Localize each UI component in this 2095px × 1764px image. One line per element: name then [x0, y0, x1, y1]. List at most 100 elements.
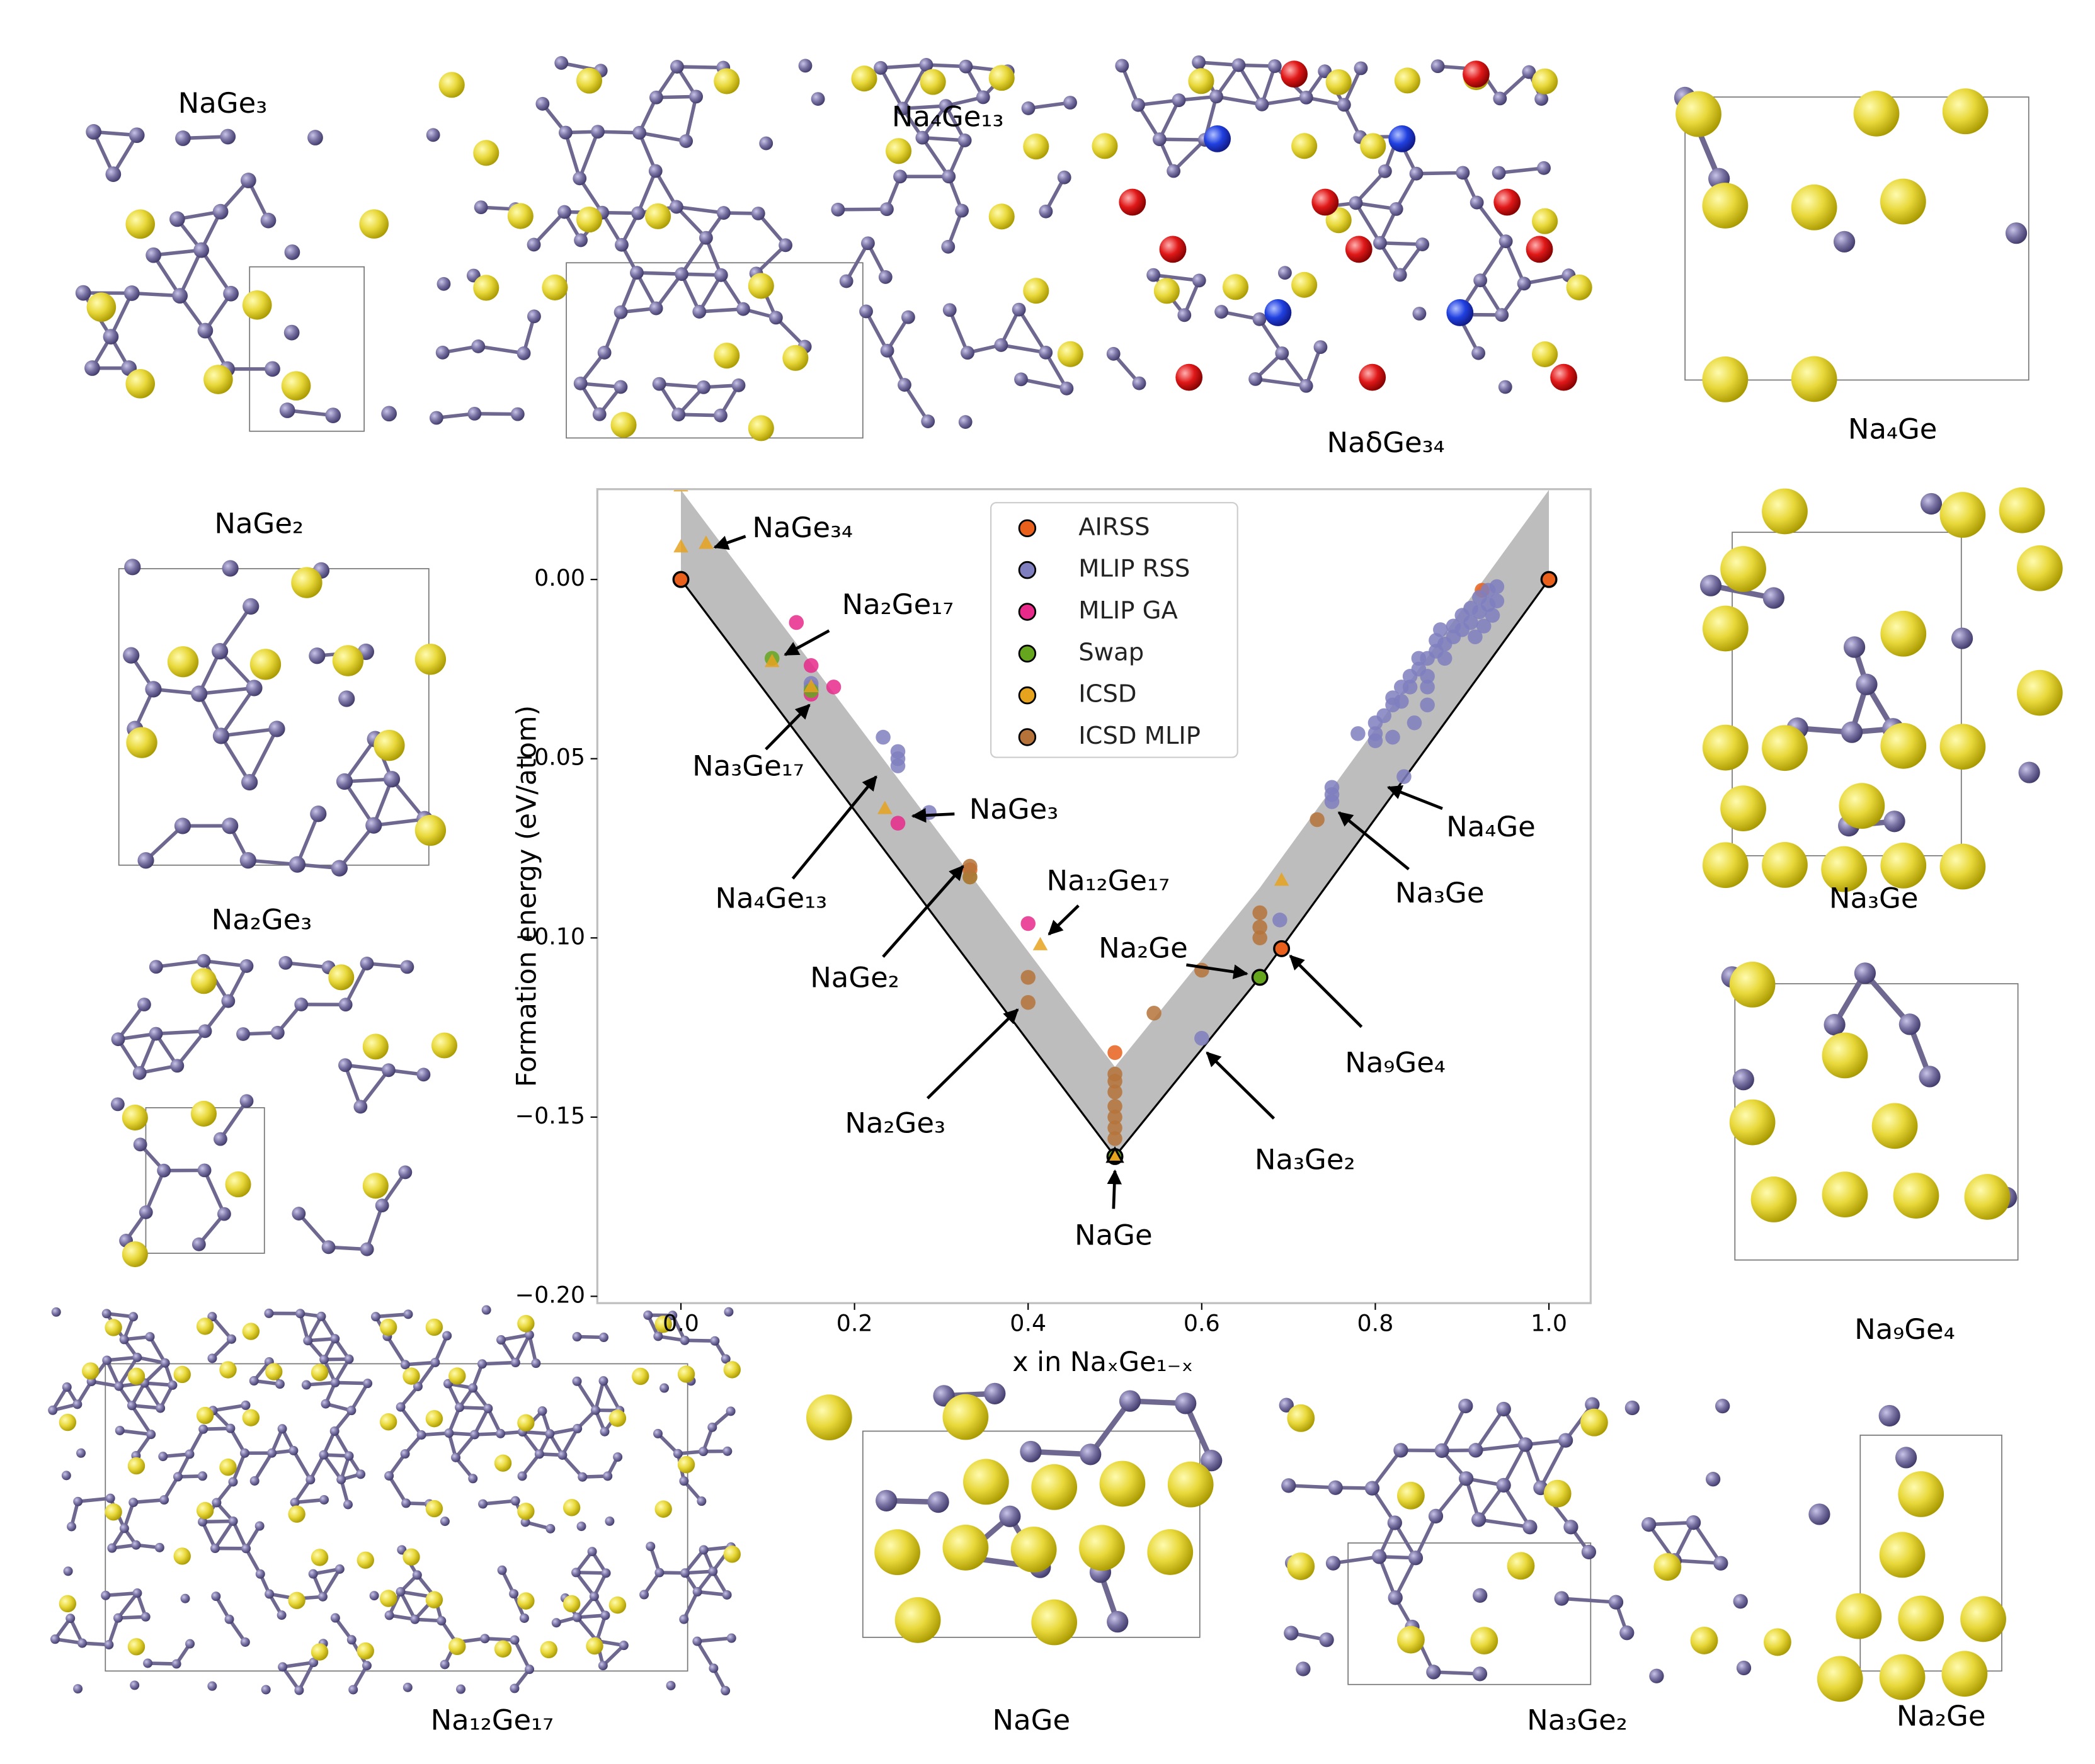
- ge-atom: [527, 309, 541, 324]
- annotation: Na₃Ge₂: [1255, 1143, 1356, 1176]
- ge-atom: [859, 304, 873, 319]
- na-atom: [723, 1545, 741, 1563]
- ge-atom: [614, 305, 628, 319]
- bond: [845, 242, 870, 282]
- legend-marker: [1018, 603, 1037, 621]
- na-atom: [1729, 1099, 1776, 1146]
- bond: [198, 686, 254, 696]
- na-atom: [311, 1549, 329, 1566]
- na-atom: [677, 1365, 695, 1383]
- ge-atom: [1883, 811, 1905, 833]
- bond: [1648, 1520, 1694, 1527]
- na-atom: [126, 727, 157, 758]
- phase-diagram: x in NaₓGe₁₋ₓ Formation energy (eV/atom)…: [511, 488, 1592, 1378]
- ge-atom: [61, 1471, 71, 1481]
- ge-atom: [510, 1683, 520, 1693]
- na-atom: [1281, 60, 1308, 88]
- bond: [697, 1636, 732, 1643]
- bond: [477, 344, 524, 355]
- na-atom: [448, 1367, 466, 1385]
- bond: [1172, 139, 1206, 173]
- ge-atom: [383, 771, 401, 788]
- ge-atom: [630, 266, 644, 280]
- bond: [901, 64, 928, 110]
- ge-atom: [614, 380, 628, 394]
- ge-atom: [600, 1610, 610, 1620]
- bond: [285, 961, 329, 969]
- ge-atom: [369, 1591, 379, 1601]
- na-atom: [291, 567, 323, 598]
- na-atom: [414, 644, 447, 675]
- ge-atom: [1563, 1520, 1578, 1535]
- ge-atom: [240, 1637, 250, 1647]
- na-atom: [1153, 278, 1180, 304]
- bond: [1498, 166, 1544, 175]
- ge-atom: [898, 378, 911, 392]
- ge-atom: [301, 1380, 311, 1390]
- ge-atom: [260, 212, 277, 229]
- bond: [399, 1406, 423, 1437]
- ge-atom: [309, 1658, 319, 1668]
- ge-atom: [346, 1635, 357, 1645]
- point: [673, 538, 688, 553]
- ge-atom: [554, 56, 569, 70]
- point: [876, 729, 891, 745]
- ge-atom: [62, 1382, 72, 1392]
- ge-atom: [648, 164, 663, 178]
- ge-atom: [692, 1636, 702, 1646]
- ge-atom: [416, 1430, 426, 1440]
- bond: [132, 1404, 161, 1410]
- ge-atom: [722, 1446, 733, 1456]
- bond: [513, 1334, 531, 1363]
- structure-label: NaδGe₃₄: [1327, 426, 1445, 459]
- ge-atom: [1020, 1440, 1042, 1463]
- ge-atom: [228, 1477, 238, 1487]
- annotation-arrow: [1386, 785, 1443, 811]
- ge-atom: [375, 1198, 389, 1213]
- bond: [602, 1380, 622, 1412]
- ge-atom: [509, 1589, 519, 1599]
- ge-atom: [319, 1494, 329, 1505]
- ge-atom: [496, 1428, 506, 1438]
- annotation: Na₄Ge: [1446, 810, 1536, 843]
- structure-label: Na₄Ge₁₃: [892, 100, 1004, 133]
- ge-atom: [1558, 1433, 1573, 1448]
- na-atom: [851, 65, 877, 92]
- bond: [1478, 240, 1507, 282]
- na-atom: [265, 1363, 283, 1380]
- plot-area: [672, 489, 1558, 1165]
- ge-atom: [1833, 230, 1856, 253]
- ge-atom: [708, 1566, 718, 1576]
- na-atom: [920, 69, 946, 95]
- annotation-arrow: [1107, 1169, 1122, 1209]
- bond: [880, 63, 927, 70]
- ge-atom: [880, 202, 894, 217]
- ge-atom: [537, 1406, 547, 1416]
- bond: [838, 207, 887, 212]
- bond: [1502, 1484, 1532, 1528]
- na-atom: [1762, 842, 1808, 888]
- bond: [399, 1591, 417, 1620]
- ge-atom: [207, 1353, 217, 1363]
- ge-atom: [876, 1489, 898, 1511]
- bond: [253, 1452, 273, 1482]
- ge-atom: [874, 60, 888, 75]
- structure: Na₂Ge: [1808, 1404, 2006, 1733]
- bond: [1524, 1443, 1543, 1489]
- legend-label: ICSD MLIP: [1078, 722, 1201, 750]
- ge-atom: [524, 1330, 534, 1340]
- point: [1274, 872, 1289, 886]
- na-atom: [1325, 69, 1352, 96]
- annotation-arrow: [765, 703, 811, 751]
- bond: [109, 292, 134, 338]
- bond: [390, 778, 426, 821]
- na-atom: [1359, 363, 1386, 391]
- structure-label: Na₄Ge: [1848, 413, 1938, 446]
- guest-atom: [1388, 125, 1416, 152]
- ge-atom: [927, 1491, 949, 1513]
- ge-atom: [137, 998, 151, 1011]
- structure: NaδGe₃₄: [1106, 55, 1592, 459]
- na-atom: [1939, 724, 1986, 770]
- na-atom: [1879, 1654, 1926, 1700]
- na-atom: [1543, 1479, 1572, 1508]
